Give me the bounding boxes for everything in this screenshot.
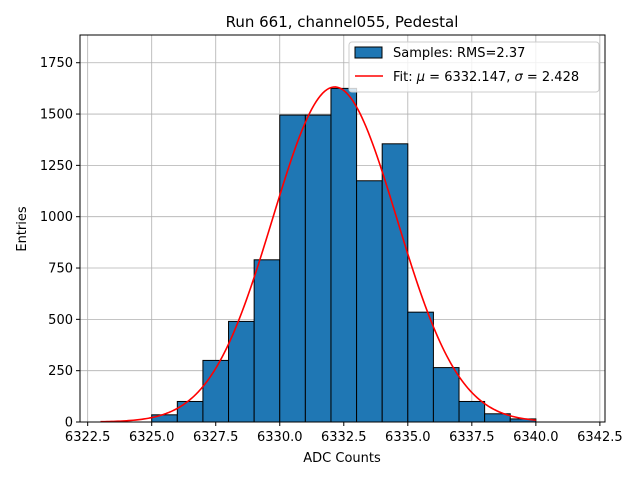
legend: Samples: RMS=2.37 Fit: μ = 6332.147, σ =…	[348, 41, 600, 93]
x-axis-ticks: 6322.5 6325.0 6327.5 6330.0 6332.5 6335.0 6337…	[65, 422, 623, 445]
legend-samples-label: Samples: RMS=2.37	[393, 46, 525, 61]
x-tick-label: 6340.0	[513, 430, 559, 445]
legend-box	[348, 41, 600, 93]
y-tick-label: 1500	[40, 108, 73, 123]
legend-fit-sigma-symbol: σ	[515, 70, 524, 85]
legend-fit-mu-value: = 6332.147,	[425, 70, 514, 85]
x-tick-label: 6330.0	[257, 430, 303, 445]
histogram-bar	[356, 180, 383, 423]
histogram-bar	[253, 259, 281, 423]
x-tick-label: 6342.5	[577, 430, 623, 445]
histogram-bar	[330, 87, 358, 423]
histogram-bar	[304, 114, 332, 423]
x-tick-label: 6322.5	[65, 430, 111, 445]
x-axis-label: ADC Counts	[303, 451, 381, 466]
legend-fit-prefix: Fit:	[393, 70, 417, 85]
gaussian-fit-curve	[100, 86, 536, 423]
y-axis-ticks: 0 250 500 750 1000 1250 1500 1750	[40, 56, 80, 431]
plot-frame	[79, 34, 606, 423]
y-tick-label: 500	[48, 313, 73, 328]
y-axis-label: Entries	[15, 206, 30, 252]
y-tick-label: 1750	[40, 56, 73, 71]
y-tick-label: 1250	[40, 159, 73, 174]
histogram-bar	[151, 414, 178, 423]
y-tick-label: 250	[48, 364, 73, 379]
y-tick-label: 750	[48, 262, 73, 277]
histogram-bar	[458, 400, 486, 423]
legend-fit-mu-symbol: μ	[416, 70, 425, 85]
legend-samples-swatch	[354, 46, 383, 59]
histogram-bar	[176, 400, 204, 423]
x-tick-label: 6327.5	[193, 430, 239, 445]
legend-fit-sigma-value: = 2.428	[523, 70, 579, 85]
x-tick-label: 6337.5	[449, 430, 495, 445]
legend-fit-label: Fit: μ = 6332.147, σ = 2.428	[393, 70, 579, 85]
histogram-bar	[202, 359, 230, 423]
chart-title: Run 661, channel055, Pedestal	[226, 13, 459, 31]
histogram-bar	[279, 114, 306, 423]
histogram-bar	[381, 143, 409, 423]
histogram-bar	[432, 367, 460, 423]
fit-curve-group	[100, 86, 536, 423]
histogram-bar	[407, 311, 434, 423]
y-tick-label: 1000	[40, 210, 73, 225]
x-tick-label: 6325.0	[129, 430, 175, 445]
x-tick-label: 6332.5	[321, 430, 367, 445]
y-tick-label: 0	[65, 416, 73, 431]
histogram-bars	[151, 87, 537, 423]
x-tick-label: 6335.0	[385, 430, 431, 445]
